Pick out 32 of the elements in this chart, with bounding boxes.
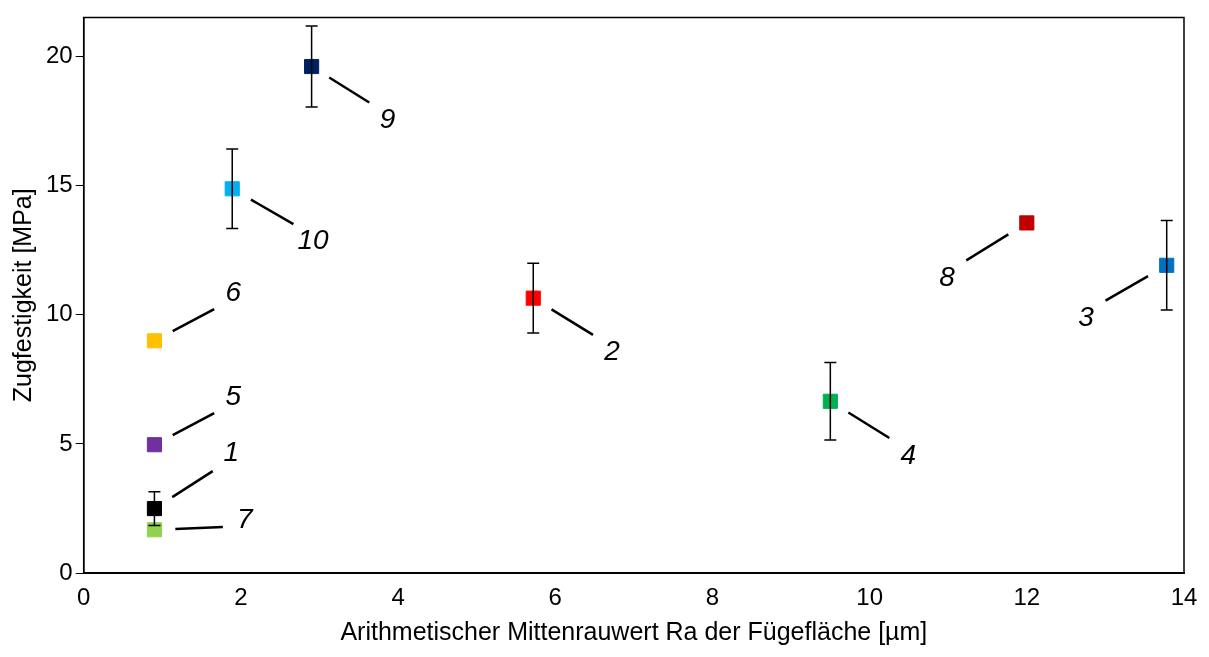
- x-tick-label: 12: [1013, 583, 1041, 611]
- point: [1019, 215, 1035, 231]
- point: [304, 58, 320, 75]
- y-tick-label: 5: [59, 428, 73, 456]
- annotation: 10: [297, 224, 329, 256]
- x-tick-label: 14: [1170, 583, 1198, 611]
- point: [1159, 257, 1175, 273]
- x-tick-label: 0: [77, 583, 91, 611]
- annotation: 4: [900, 438, 917, 470]
- point: [146, 501, 162, 517]
- annotation: 6: [225, 275, 242, 307]
- annotation: 1: [223, 435, 240, 467]
- point: [146, 333, 162, 349]
- y-axis-title: Zugfestigkeit [MPa]: [7, 188, 36, 403]
- annotation: 8: [939, 261, 956, 293]
- y-tick-label: 15: [45, 170, 73, 198]
- x-tick-label: 2: [234, 583, 248, 611]
- y-tick-label: 10: [45, 299, 73, 327]
- x-axis-title: Arithmetischer Mittenrauwert Ra der Fügefläche [µm]: [340, 616, 928, 645]
- point: [146, 437, 162, 453]
- annotation: 5: [225, 379, 242, 411]
- x-tick-label: 4: [391, 583, 405, 611]
- annotation: 2: [603, 335, 621, 367]
- annotation: 7: [236, 502, 254, 534]
- x-tick-label: 6: [548, 583, 562, 611]
- x-tick-label: 8: [705, 583, 720, 611]
- y-tick-label: 20: [45, 40, 73, 68]
- point: [822, 393, 838, 409]
- annotation: 3: [1078, 300, 1095, 332]
- annotation: 9: [379, 102, 396, 134]
- x-tick-label: 10: [856, 583, 883, 611]
- y-tick-label: 0: [59, 557, 73, 585]
